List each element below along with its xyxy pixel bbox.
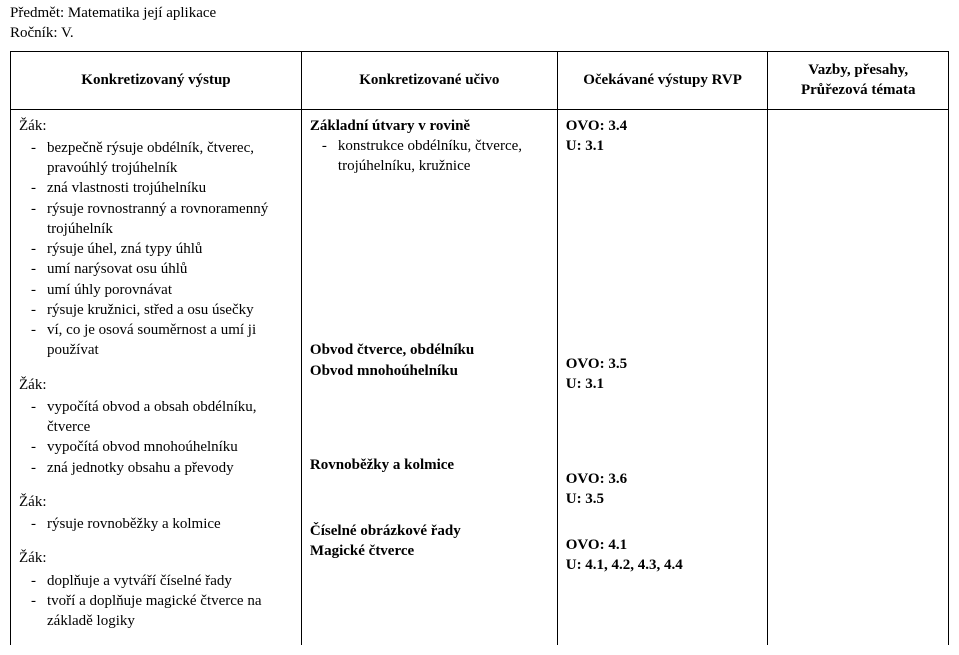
col2-b2-line0: Obvod čtverce, obdélníku	[310, 340, 549, 360]
spacer	[566, 204, 760, 354]
u-value: U: 3.1	[566, 374, 760, 394]
col3-block-2: OVO: 3.5 U: 3.1	[566, 354, 760, 395]
col2-block-1: Základní útvary v rovině konstrukce obdé…	[310, 116, 549, 177]
list-item: vypočítá obvod mnohoúhelníku	[19, 437, 293, 457]
col2-block-2: Obvod čtverce, obdélníku Obvod mnohoúhel…	[310, 340, 549, 381]
list-item: umí úhly porovnávat	[19, 280, 293, 300]
zak-label: Žák:	[19, 548, 293, 568]
zak-label: Žák:	[19, 492, 293, 512]
subject-line: Předmět: Matematika její aplikace	[10, 4, 949, 24]
col2-block-3: Rovnoběžky a kolmice	[310, 455, 549, 475]
cell-col1: Žák: bezpečně rýsuje obdélník, čtverec, …	[11, 109, 302, 645]
zak-label: Žák:	[19, 116, 293, 136]
list-item: umí narýsovat osu úhlů	[19, 259, 293, 279]
col1-block-1: Žák: bezpečně rýsuje obdélník, čtverec, …	[19, 116, 293, 361]
col2-b4-line1: Magické čtverce	[310, 541, 549, 561]
col2-b4-line0: Číselné obrázkové řady	[310, 521, 549, 541]
u-value: U: 4.1, 4.2, 4.3, 4.4	[566, 555, 760, 575]
u-value: U: 3.1	[566, 136, 760, 156]
col3-block-1: OVO: 3.4 U: 3.1	[566, 116, 760, 157]
cell-col4	[768, 109, 949, 645]
spacer	[310, 395, 549, 455]
list-item: bezpečně rýsuje obdélník, čtverec, pravo…	[19, 138, 293, 179]
col2-b1-title: Základní útvary v rovině	[310, 116, 549, 136]
col2-b3-line0: Rovnoběžky a kolmice	[310, 455, 549, 475]
pre-header: Předmět: Matematika její aplikace Ročník…	[10, 4, 949, 43]
list-item: zná vlastnosti trojúhelníku	[19, 178, 293, 198]
list-item: ví, co je osová souměrnost a umí ji použ…	[19, 320, 293, 361]
cell-col3: OVO: 3.4 U: 3.1 OVO: 3.5 U: 3.1 OVO: 3.6…	[557, 109, 768, 645]
list-item: tvoří a doplňuje magické čtverce na zákl…	[19, 591, 293, 632]
header-col4-line1: Vazby, přesahy,	[808, 62, 908, 78]
header-col3: Očekávané výstupy RVP	[557, 52, 768, 110]
list-item: rýsuje kružnici, střed a osu úsečky	[19, 300, 293, 320]
table-header-row: Konkretizovaný výstup Konkretizované uči…	[11, 52, 949, 110]
col1-b4-list: doplňuje a vytváří číselné řady tvoří a …	[19, 571, 293, 632]
col3-block-3: OVO: 3.6 U: 3.5	[566, 469, 760, 510]
col1-block-2: Žák: vypočítá obvod a obsah obdélníku, č…	[19, 375, 293, 478]
grade-line: Ročník: V.	[10, 24, 949, 44]
ovo-value: OVO: 4.1	[566, 535, 760, 555]
spacer	[310, 190, 549, 340]
header-col4-line2: Průřezová témata	[801, 82, 916, 98]
list-item: rýsuje rovnostranný a rovnoramenný trojú…	[19, 199, 293, 240]
header-col4: Vazby, přesahy, Průřezová témata	[768, 52, 949, 110]
list-item: zná jednotky obsahu a převody	[19, 458, 293, 478]
list-item: doplňuje a vytváří číselné řady	[19, 571, 293, 591]
col1-block-4: Žák: doplňuje a vytváří číselné řady tvo…	[19, 548, 293, 631]
col1-block-3: Žák: rýsuje rovnoběžky a kolmice	[19, 492, 293, 535]
curriculum-table: Konkretizovaný výstup Konkretizované uči…	[10, 51, 949, 645]
spacer	[566, 523, 760, 535]
spacer	[310, 489, 549, 521]
page: Předmět: Matematika její aplikace Ročník…	[0, 0, 959, 655]
ovo-value: OVO: 3.6	[566, 469, 760, 489]
header-col1: Konkretizovaný výstup	[11, 52, 302, 110]
list-item: konstrukce obdélníku, čtverce, trojúheln…	[310, 136, 549, 177]
ovo-value: OVO: 3.4	[566, 116, 760, 136]
col2-block-4: Číselné obrázkové řady Magické čtverce	[310, 521, 549, 562]
list-item: rýsuje úhel, zná typy úhlů	[19, 239, 293, 259]
col2-b1-list: konstrukce obdélníku, čtverce, trojúheln…	[310, 136, 549, 177]
list-item: rýsuje rovnoběžky a kolmice	[19, 514, 293, 534]
col1-b2-list: vypočítá obvod a obsah obdélníku, čtverc…	[19, 397, 293, 478]
header-col2: Konkretizované učivo	[301, 52, 557, 110]
col1-b3-list: rýsuje rovnoběžky a kolmice	[19, 514, 293, 534]
col2-b2-line1: Obvod mnohoúhelníku	[310, 361, 549, 381]
col1-b1-list: bezpečně rýsuje obdélník, čtverec, pravo…	[19, 138, 293, 361]
ovo-value: OVO: 3.5	[566, 354, 760, 374]
zak-label: Žák:	[19, 375, 293, 395]
cell-col2: Základní útvary v rovině konstrukce obdé…	[301, 109, 557, 645]
col3-block-4: OVO: 4.1 U: 4.1, 4.2, 4.3, 4.4	[566, 535, 760, 576]
u-value: U: 3.5	[566, 489, 760, 509]
table-body-row: Žák: bezpečně rýsuje obdélník, čtverec, …	[11, 109, 949, 645]
spacer	[566, 409, 760, 469]
list-item: vypočítá obvod a obsah obdélníku, čtverc…	[19, 397, 293, 438]
